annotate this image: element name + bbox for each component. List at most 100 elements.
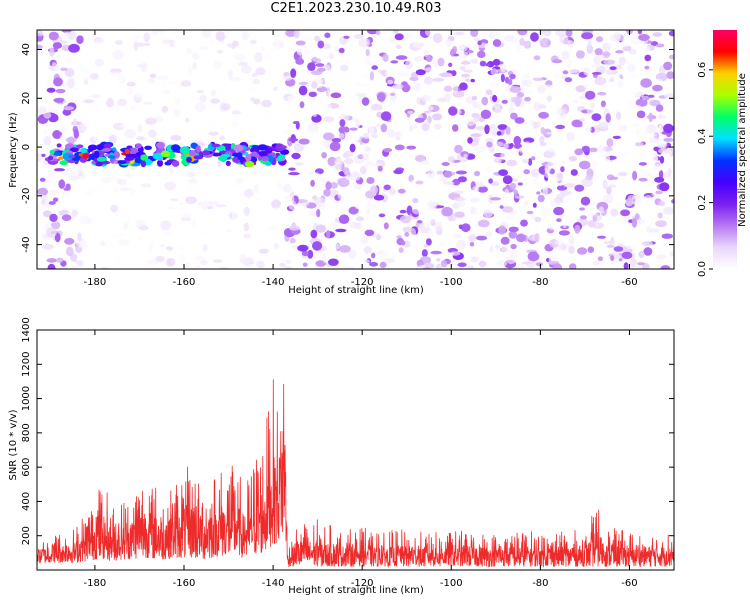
- spectrogram-cell: [415, 69, 426, 76]
- spectrogram-cell: [329, 141, 341, 152]
- spectrogram-cell: [399, 209, 407, 214]
- spectrogram-cell: [489, 245, 494, 253]
- spectrogram-cell: [322, 140, 332, 150]
- spectrogram-cell: [121, 106, 128, 112]
- spectrogram-cell: [397, 71, 409, 77]
- spectrogram-cell: [492, 103, 501, 109]
- spectrogram-cell: [365, 48, 370, 57]
- spectrogram-cell: [155, 255, 165, 262]
- spectrogram-cell: [76, 62, 84, 69]
- spectrogram-cell: [61, 214, 72, 221]
- spectrogram-cell: [112, 122, 125, 131]
- spectrogram-cell: [115, 210, 121, 217]
- spectrogram-cell: [485, 89, 493, 96]
- spectrogram-cell: [185, 117, 190, 123]
- spectrogram-cell: [299, 101, 305, 109]
- spectrogram-cell: [234, 53, 246, 62]
- spectrogram-cell: [137, 63, 147, 68]
- spectrogram-cell: [574, 224, 581, 234]
- spectrogram-cell: [638, 250, 645, 259]
- spectrogram-cell: [600, 30, 605, 34]
- spectrogram-cell: [46, 192, 54, 198]
- spectrogram-cell: [559, 190, 571, 196]
- spectrogram-cell: [287, 95, 294, 102]
- spectrogram-cell: [450, 259, 460, 266]
- spectrogram-cell: [37, 44, 43, 50]
- spectrogram-cell: [51, 220, 61, 230]
- spectrogram-cell: [86, 187, 97, 197]
- spectrogram-cell: [635, 98, 648, 107]
- spectrogram-cell: [233, 144, 244, 152]
- spectrogram-cell: [598, 121, 609, 131]
- spectrogram-cell: [199, 94, 207, 103]
- spectrogram-cell: [565, 198, 577, 208]
- spectrogram-cell: [49, 149, 55, 155]
- spectrogram-cell: [160, 244, 165, 248]
- spectrogram-cell: [656, 139, 668, 149]
- spectrogram-cell: [531, 156, 536, 161]
- spectrogram-cell: [423, 244, 429, 248]
- spectrogram-cell: [219, 136, 226, 141]
- spectrogram-cell: [588, 122, 601, 127]
- spectrogram-cell: [494, 141, 504, 147]
- spectrogram-cell: [307, 249, 314, 259]
- spectrogram-cell: [503, 142, 509, 150]
- spectrogram-cell: [144, 42, 151, 47]
- spectrogram-cell: [162, 39, 173, 45]
- spectrogram-cell: [126, 173, 132, 177]
- spectrogram-cell: [456, 77, 462, 86]
- spectrogram-cell: [288, 172, 300, 176]
- spectrogram-cell: [603, 59, 616, 65]
- spectrogram-cell: [561, 51, 570, 60]
- spectrogram-cell: [532, 77, 544, 82]
- spectrogram-cell: [539, 136, 545, 144]
- spectrogram-cell: [610, 236, 615, 247]
- snr-panel: -180 -160 -140 -120 -100 -80 -60 200 400 600 800 1…: [8, 317, 675, 596]
- spectrogram-cell: [588, 147, 599, 153]
- spectrogram-cell: [486, 231, 493, 237]
- spectrogram-cell: [77, 232, 82, 242]
- spectrogram-cell: [282, 183, 292, 193]
- spectrogram-cell: [520, 219, 528, 227]
- spectrogram-cell: [348, 171, 361, 182]
- spectrogram-cell: [610, 255, 615, 261]
- spectrogram-cell: [509, 143, 514, 148]
- spectrogram-cell: [575, 85, 586, 93]
- spectrogram-cell: [513, 189, 518, 197]
- spectrogram-cell: [58, 156, 65, 160]
- spectrogram-cell: [298, 81, 309, 85]
- spectrogram-cell: [371, 65, 379, 70]
- spectrogram-cell: [646, 123, 657, 134]
- spectrogram-cell: [511, 96, 522, 103]
- spectrogram-cell: [396, 235, 402, 239]
- spectrogram-cell: [612, 32, 622, 40]
- spectrogram-cell: [68, 175, 80, 181]
- spectrogram-cell: [335, 228, 347, 233]
- spectrogram-cell: [583, 66, 591, 76]
- spectrogram-cell: [453, 31, 465, 36]
- spectrogram-cell: [273, 86, 278, 92]
- spectrogram-cell: [494, 158, 502, 164]
- spectrogram-cell: [118, 74, 127, 84]
- spectrogram-cell: [64, 31, 70, 39]
- spectrogram-cell: [273, 44, 280, 48]
- spectrogram-cell: [417, 225, 427, 234]
- spectrogram-cell: [511, 37, 520, 44]
- spectrogram-cell: [156, 141, 165, 149]
- spectrogram-cell: [666, 71, 674, 79]
- spectrogram-cell: [668, 54, 674, 60]
- spectrogram-cell: [186, 172, 196, 178]
- spectrogram-cell: [655, 78, 663, 83]
- spectrogram-cell: [355, 92, 367, 97]
- spectrogram-cell: [597, 256, 604, 262]
- spectrogram-cell: [81, 125, 88, 132]
- spectrogram-cell: [163, 176, 175, 181]
- spectrogram-cell: [425, 105, 434, 111]
- spectrogram-cell: [534, 169, 539, 174]
- spectrogram-cell: [461, 223, 471, 233]
- spectrogram-cell: [53, 97, 65, 103]
- spectrogram-cell: [41, 153, 46, 157]
- spectrogram-cell: [645, 46, 651, 55]
- spectrogram-cell: [470, 58, 479, 64]
- spectrogram-cell: [390, 92, 396, 97]
